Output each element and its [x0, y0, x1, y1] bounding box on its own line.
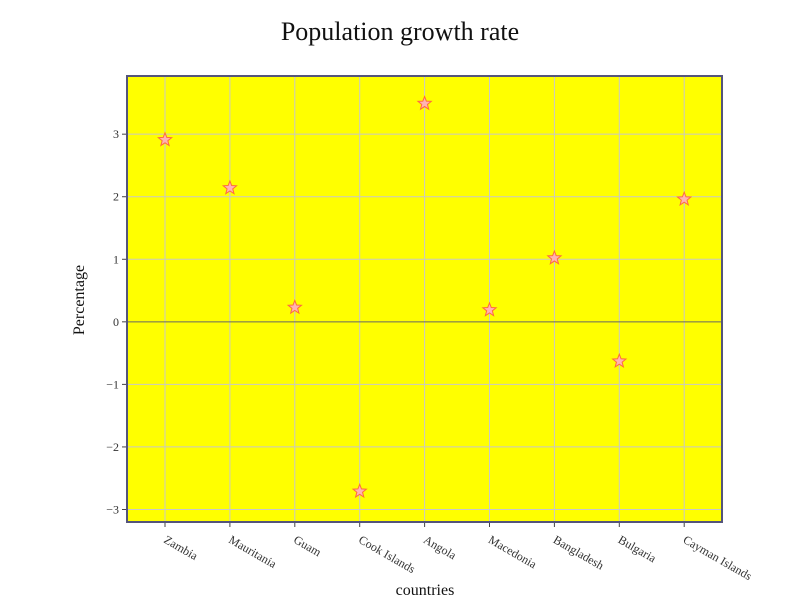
data-point-star — [611, 352, 628, 369]
y-axis-title: Percentage — [71, 265, 88, 335]
data-point-star — [157, 131, 173, 147]
data-point-star — [351, 482, 368, 499]
data-point-star — [546, 249, 563, 265]
y-tick-label: 2 — [113, 190, 119, 204]
y-tick-label: 0 — [113, 315, 119, 329]
data-point-star — [416, 95, 433, 111]
x-axis-title: countries — [396, 582, 455, 599]
y-tick-label: 3 — [113, 127, 119, 141]
y-tick-label: 1 — [113, 252, 119, 266]
data-point-star — [481, 301, 498, 317]
data-point-star — [676, 190, 693, 207]
y-tick-label: −3 — [106, 502, 119, 516]
y-tick-label: −1 — [106, 377, 119, 391]
plot-frame — [126, 75, 723, 523]
chart-title: Population growth rate — [281, 17, 519, 46]
data-point-star — [221, 179, 238, 195]
y-tick-label: −2 — [106, 440, 119, 454]
data-point-star — [286, 299, 303, 315]
